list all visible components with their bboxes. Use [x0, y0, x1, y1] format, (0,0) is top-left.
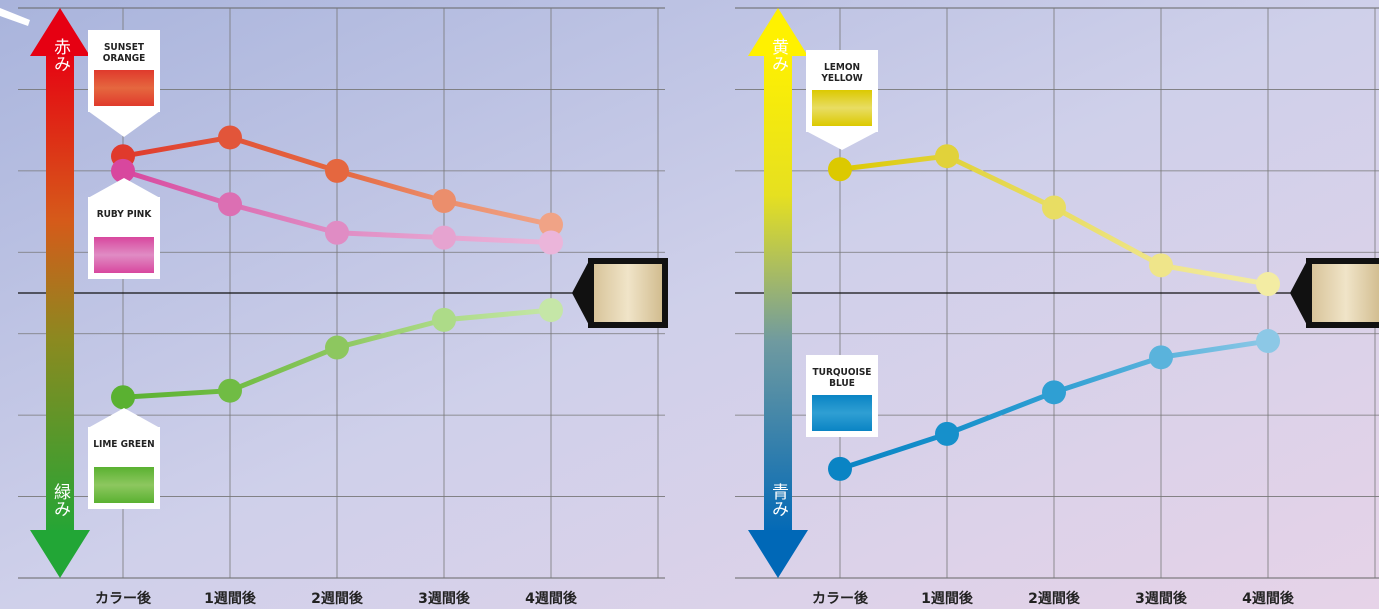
data-point [1256, 329, 1280, 354]
data-point [111, 385, 135, 410]
data-point [935, 421, 959, 446]
axis-top-label: 黄み [768, 38, 789, 72]
axis-bottom-label: 緑み [50, 483, 71, 517]
data-point [935, 144, 959, 169]
axis-arrow-shaft [46, 48, 74, 538]
x-tick-label: カラー後 [95, 590, 152, 607]
axis-arrow-head [748, 8, 808, 56]
callout-pointer [88, 408, 160, 428]
data-point [539, 212, 563, 237]
callout-swatch [812, 395, 872, 431]
data-point [432, 307, 456, 332]
data-point [1149, 253, 1173, 278]
data-point [325, 335, 349, 360]
x-tick-label: 3週間後 [1135, 590, 1188, 607]
x-tick-label: 1週間後 [204, 590, 257, 607]
callout-pointer [88, 111, 160, 137]
callout-swatch [94, 237, 154, 273]
reference-pointer [572, 259, 590, 327]
data-point [1042, 380, 1066, 405]
callout-swatch [812, 90, 872, 126]
series-name: LIME GREEN [93, 439, 155, 450]
axis-top-label: 赤み [50, 38, 71, 72]
data-point [539, 298, 563, 323]
x-tick-label: 2週間後 [1028, 590, 1081, 607]
data-point [432, 225, 456, 250]
x-tick-label: 4週間後 [1242, 590, 1295, 607]
reference-swatch-hair [594, 264, 662, 322]
reference-pointer [1290, 259, 1308, 327]
x-tick-label: 2週間後 [311, 590, 364, 607]
series-name: TURQUOISE BLUE [812, 367, 872, 389]
data-point [1149, 345, 1173, 370]
callout-pointer [88, 178, 160, 198]
data-point [218, 192, 242, 217]
x-tick-label: 4週間後 [525, 590, 578, 607]
x-tick-label: 1週間後 [921, 590, 974, 607]
series-name: SUNSET ORANGE [102, 42, 146, 64]
data-point [218, 378, 242, 403]
axis-arrow-head [30, 8, 90, 56]
x-tick-label: 3週間後 [418, 590, 471, 607]
slash [0, 8, 30, 26]
axis-arrow-shaft [764, 48, 792, 538]
callout-swatch [94, 467, 154, 503]
data-point [1042, 195, 1066, 220]
series-name: RUBY PINK [96, 209, 152, 220]
data-point [828, 456, 852, 481]
data-point [325, 220, 349, 245]
axis-bottom-label: 青み [768, 483, 788, 517]
data-point [432, 188, 456, 213]
axis-arrow-head [30, 530, 90, 578]
x-tick-label: カラー後 [812, 590, 869, 607]
reference-swatch-hair [1312, 264, 1379, 322]
callout-swatch [94, 70, 154, 106]
data-point [828, 157, 852, 182]
data-point [111, 158, 135, 183]
data-point [539, 230, 563, 255]
data-point [218, 125, 242, 150]
data-point [325, 158, 349, 183]
callout-pointer [806, 131, 878, 150]
data-point [1256, 272, 1280, 297]
axis-arrow-head [748, 530, 808, 578]
series-name: LEMON YELLOW [821, 62, 863, 84]
